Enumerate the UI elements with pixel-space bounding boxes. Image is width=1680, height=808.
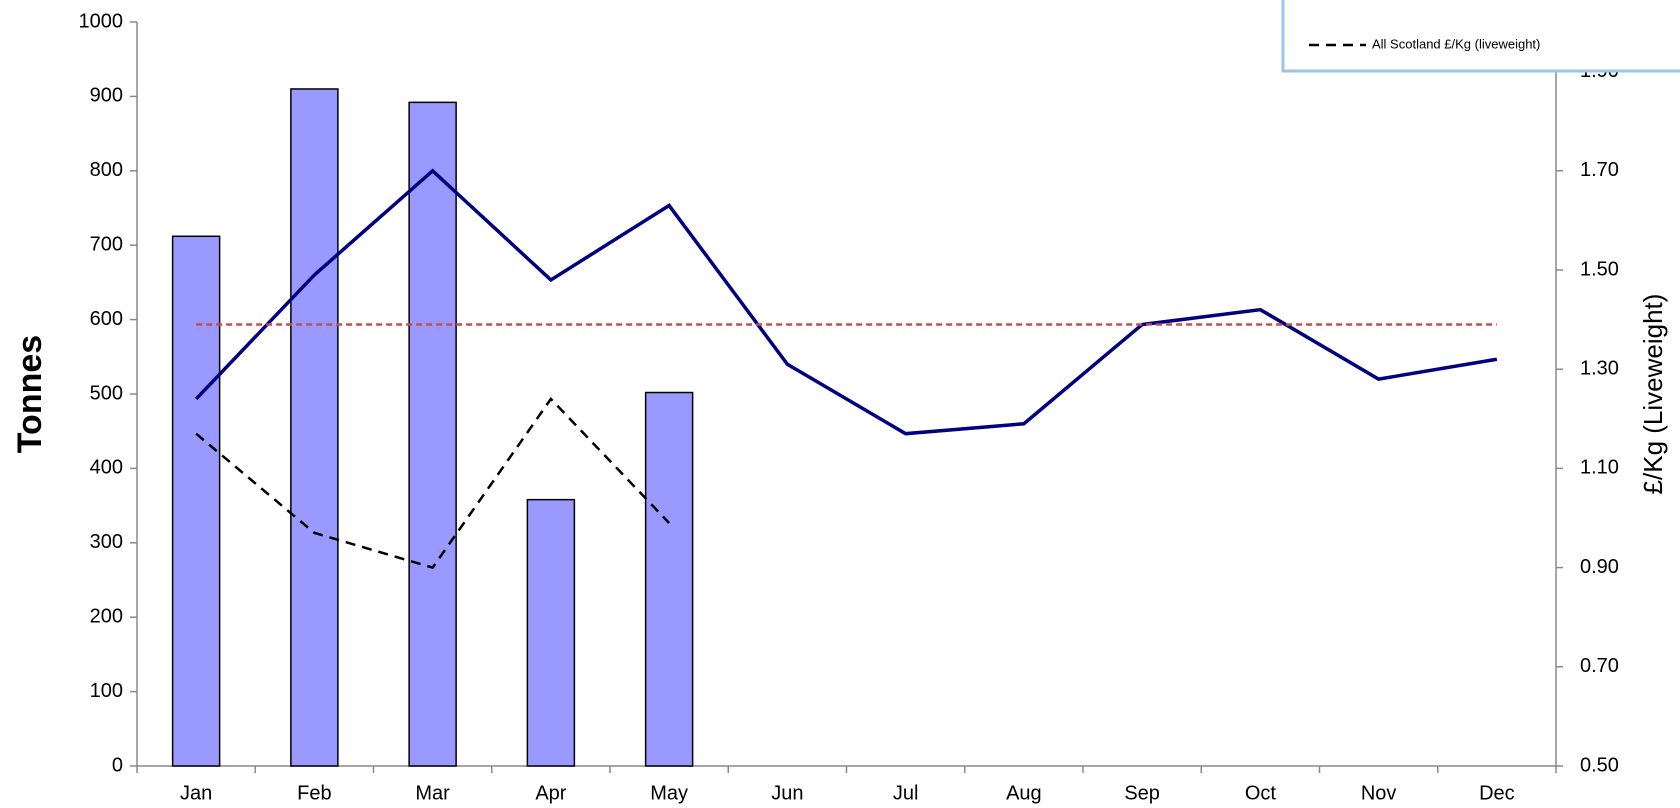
y2-tick-label: 1.10 <box>1580 457 1619 479</box>
y2-tick-label: 1.30 <box>1580 357 1619 379</box>
y2-tick-label: 0.70 <box>1580 655 1619 677</box>
y-tick-label: 400 <box>90 457 123 479</box>
y-tick-label: 1000 <box>79 10 124 32</box>
x-tick-label: Jan <box>180 782 212 804</box>
y-tick-label: 0 <box>112 754 123 776</box>
x-tick-label: Sep <box>1124 782 1160 804</box>
y-tick-label: 100 <box>90 680 123 702</box>
legend-label: All Scotland £/Kg (liveweight) <box>1372 36 1540 51</box>
y2-tick-label: 0.90 <box>1580 556 1619 578</box>
x-tick-label: May <box>650 782 688 804</box>
y-tick-label: 800 <box>90 159 123 181</box>
y-tick-label: 200 <box>90 605 123 627</box>
x-tick-label: Apr <box>535 782 566 804</box>
y-tick-label: 300 <box>90 531 123 553</box>
x-tick-label: Jul <box>893 782 919 804</box>
y-axis-label: Tonnes <box>11 335 49 453</box>
y2-tick-label: 1.50 <box>1580 258 1619 280</box>
bar <box>644 391 694 767</box>
line-series <box>194 168 1498 436</box>
legend-box <box>1281 0 1680 73</box>
bar <box>290 88 339 767</box>
y2-tick-label: 0.50 <box>1580 754 1619 776</box>
x-tick-label: Dec <box>1479 782 1515 804</box>
x-tick-label: Mar <box>415 782 450 804</box>
bar <box>526 498 576 767</box>
y2-tick-label: 1.70 <box>1580 159 1619 181</box>
x-tick-label: Oct <box>1245 782 1277 804</box>
bar <box>408 101 457 767</box>
x-tick-label: Aug <box>1006 782 1042 804</box>
y2-axis-label: £/Kg (Liveweight) <box>1638 294 1668 495</box>
bar <box>171 235 221 767</box>
y-tick-label: 500 <box>90 382 123 404</box>
y-tick-label: 900 <box>90 85 123 107</box>
x-tick-label: Feb <box>297 782 331 804</box>
y-tick-label: 600 <box>90 308 123 330</box>
x-tick-label: Jun <box>771 782 803 804</box>
x-tick-label: Nov <box>1361 782 1397 804</box>
line-series <box>195 396 671 570</box>
y-tick-label: 700 <box>90 233 123 255</box>
